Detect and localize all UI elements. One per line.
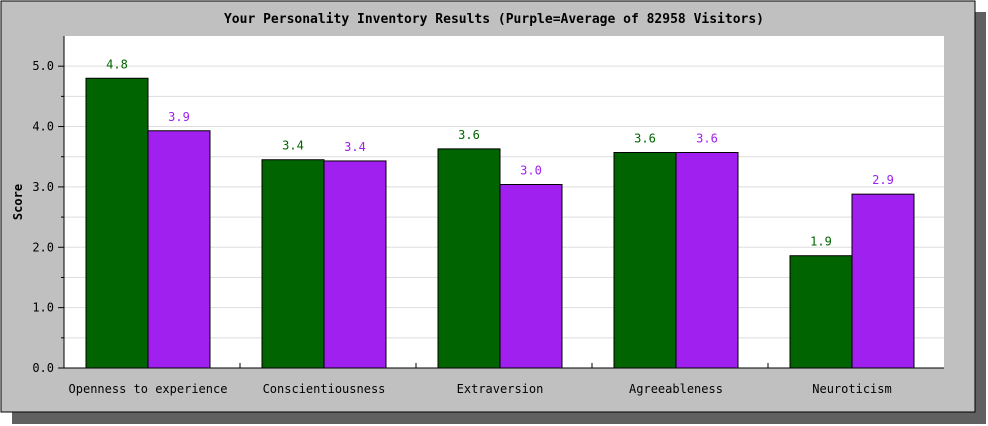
- data-label: 3.0: [520, 163, 542, 177]
- bar: [261, 159, 325, 369]
- y-tick-label: 3.0: [32, 180, 54, 194]
- y-ticks: 0.0 1.0 2.0 3.0 4.0 5.0: [32, 59, 64, 375]
- bar: [437, 148, 501, 369]
- data-label: 3.6: [634, 132, 656, 146]
- x-tick-label: Openness to experience: [69, 382, 228, 396]
- y-tick-label: 0.0: [32, 361, 54, 375]
- data-label: 3.9: [168, 110, 190, 124]
- x-tick-label: Neuroticism: [812, 382, 891, 396]
- y-tick-label: 4.0: [32, 120, 54, 134]
- bars: [85, 77, 915, 369]
- data-label: 1.9: [810, 235, 832, 249]
- x-tick-label: Agreeableness: [629, 382, 723, 396]
- x-tick-label: Conscientiousness: [263, 382, 386, 396]
- x-tick-label: Extraversion: [457, 382, 544, 396]
- bar: [147, 130, 211, 369]
- bar: [789, 255, 853, 369]
- y-tick-label: 1.0: [32, 301, 54, 315]
- bar: [613, 152, 677, 369]
- data-label: 2.9: [872, 173, 894, 187]
- bar: [85, 77, 149, 369]
- bar: [851, 193, 915, 369]
- bar: [499, 183, 563, 369]
- y-axis-label: Score: [11, 184, 25, 220]
- x-labels: Openness to experience Conscientiousness E…: [69, 363, 892, 396]
- data-label: 3.4: [344, 140, 366, 154]
- y-tick-label: 5.0: [32, 59, 54, 73]
- bar: [675, 152, 739, 369]
- bar: [323, 160, 387, 369]
- data-label: 3.4: [282, 139, 304, 153]
- data-label: 4.8: [106, 57, 128, 71]
- data-label: 3.6: [696, 132, 718, 146]
- y-tick-label: 2.0: [32, 240, 54, 254]
- chart-title: Your Personality Inventory Results (Purp…: [224, 12, 764, 27]
- data-labels: 4.8 3.9 3.4 3.4 3.6 3.0 3.6 3.6 1.9 2.9: [106, 57, 894, 248]
- data-label: 3.6: [458, 128, 480, 142]
